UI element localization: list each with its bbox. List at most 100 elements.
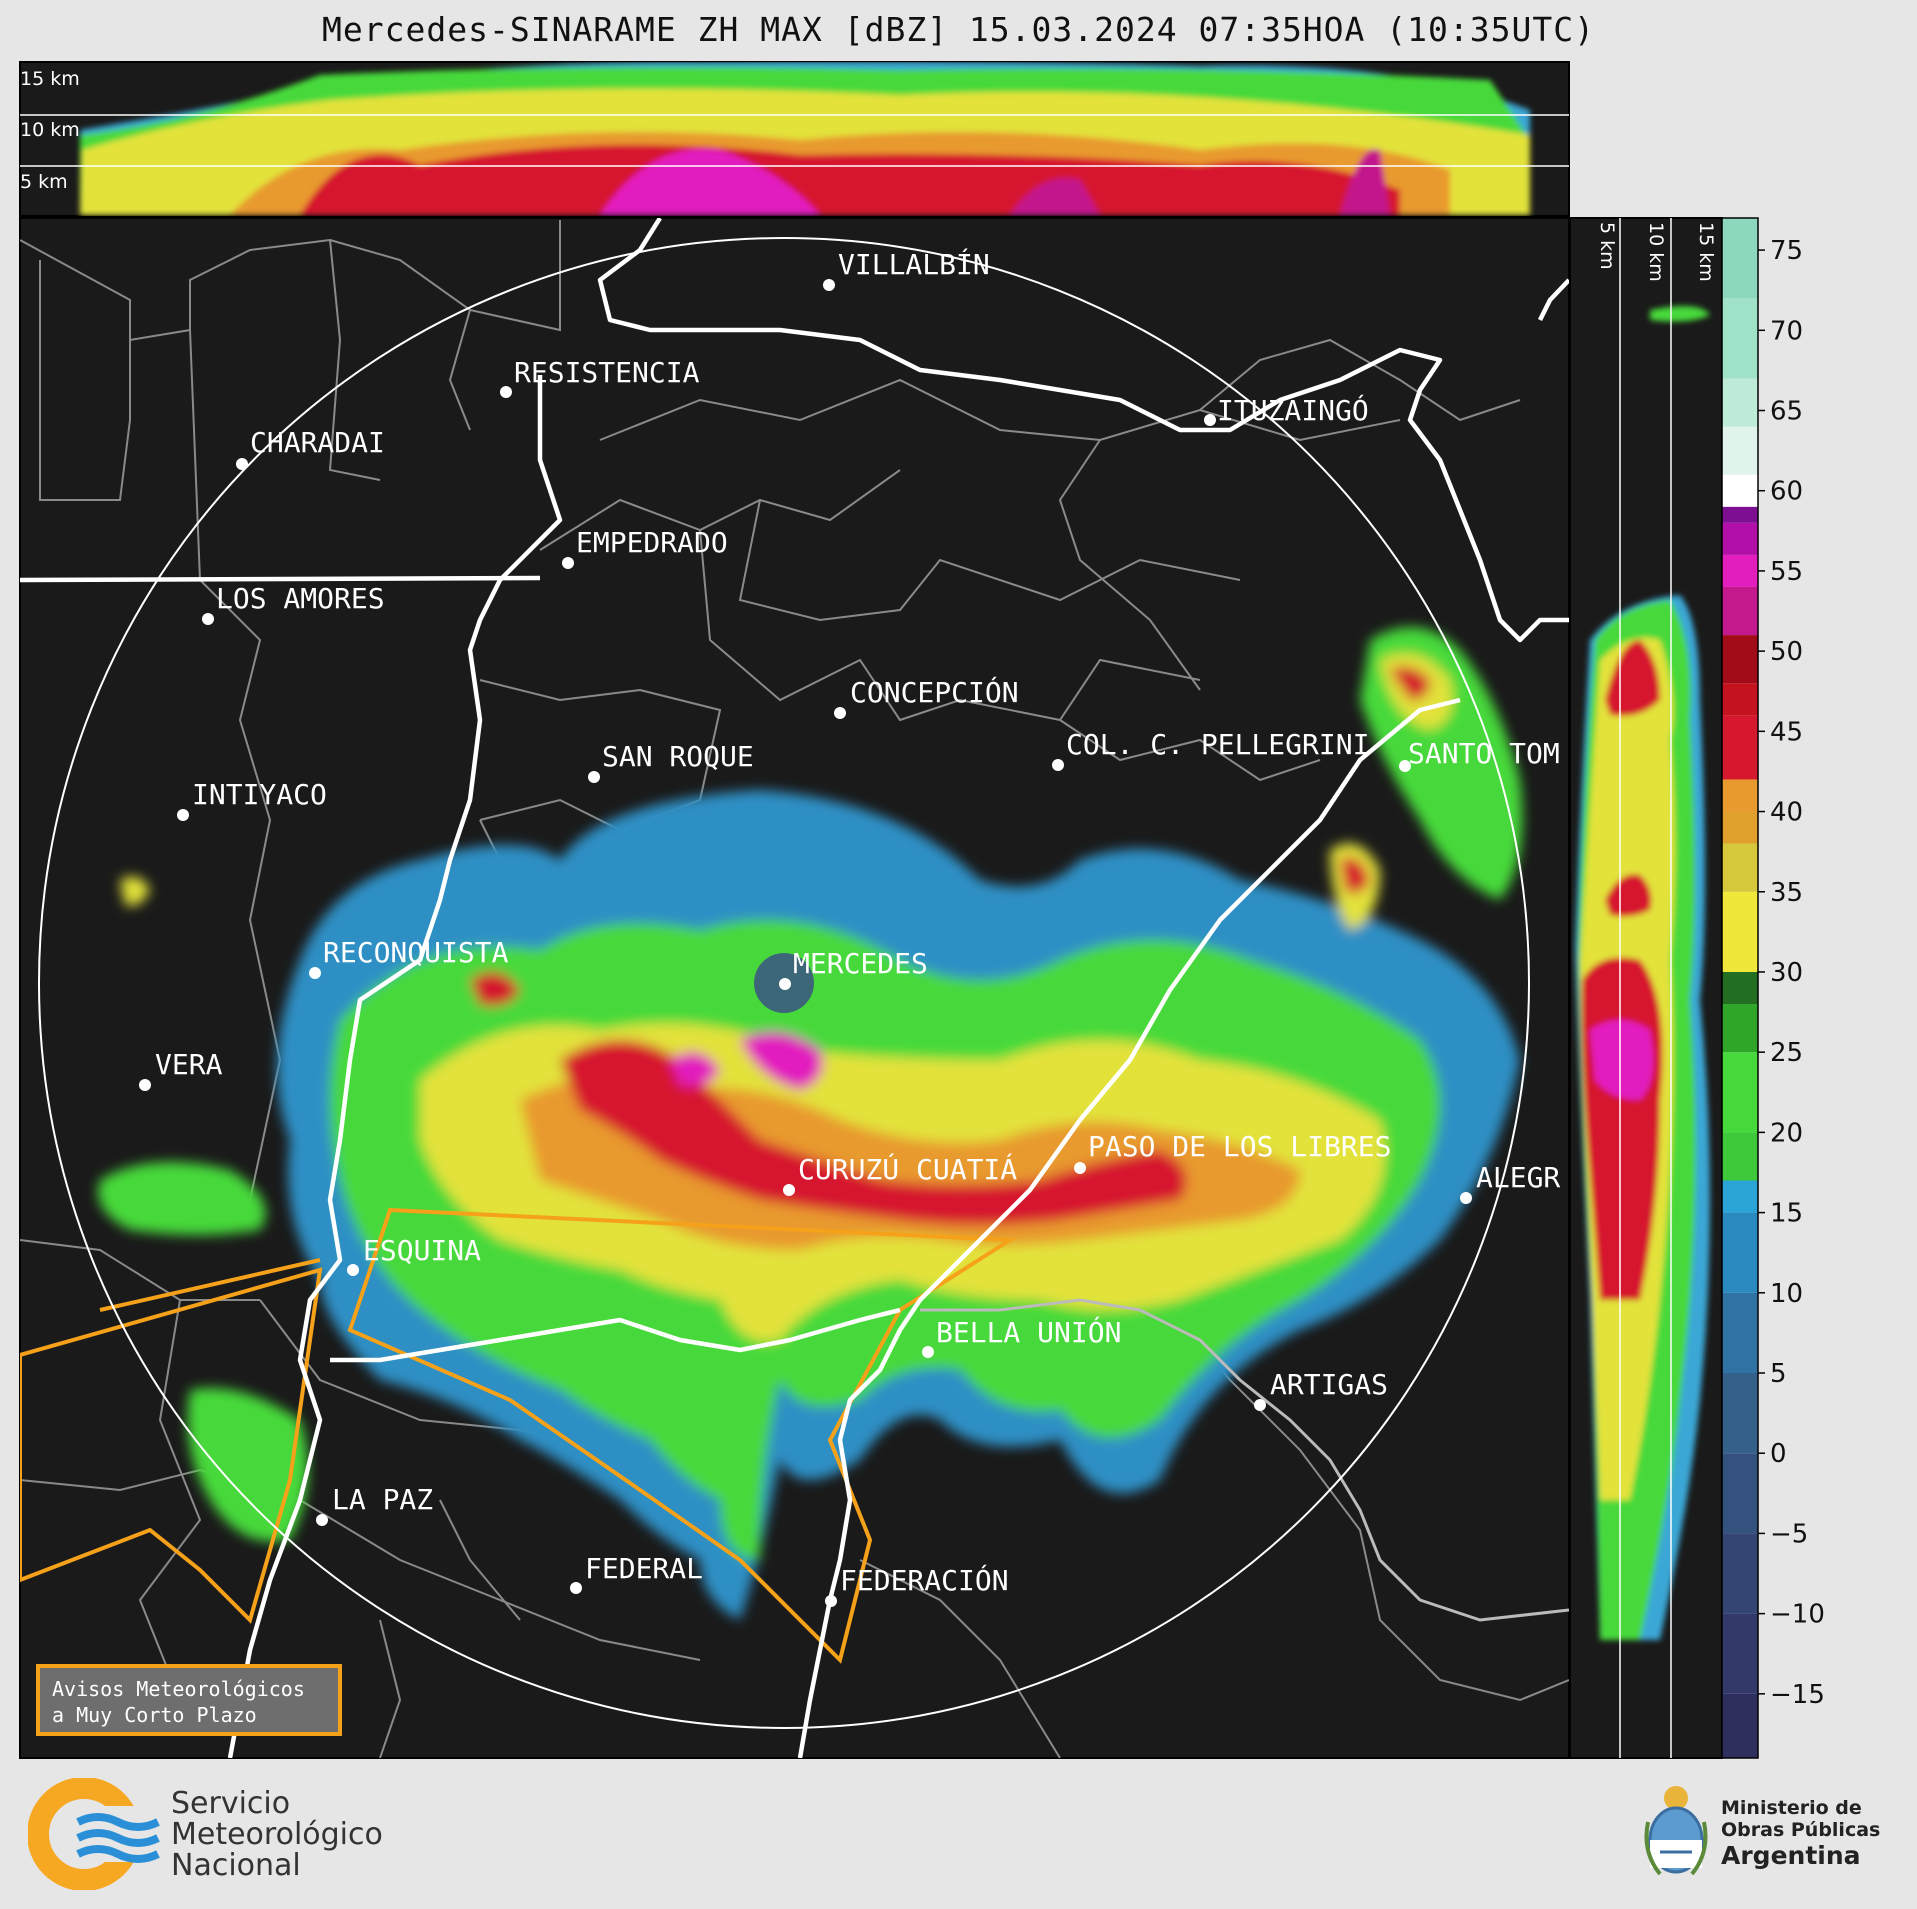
- colorbar-band: [1722, 1533, 1758, 1614]
- colorbar-band: [1722, 1373, 1758, 1454]
- warnings-legend-box: Avisos Meteorológicos a Muy Corto Plazo: [36, 1664, 342, 1736]
- colorbar-band: [1722, 554, 1758, 587]
- colorbar-band: [1722, 1613, 1758, 1694]
- city-label: FEDERAL: [585, 1552, 703, 1585]
- city-charadai: CHARADAI: [236, 426, 385, 470]
- range-ring: [38, 237, 1530, 1729]
- city-label: COL. C. PELLEGRINI: [1066, 728, 1369, 761]
- ministry-name: Ministerio de Obras Públicas Argentina: [1721, 1797, 1880, 1871]
- side-section-panel: 5 km 10 km 15 km: [1569, 217, 1723, 1759]
- city-label: ITUZAINGÓ: [1217, 393, 1369, 427]
- colorbar-band: [1722, 426, 1758, 475]
- city-label: RESISTENCIA: [514, 356, 700, 389]
- colorbar-tick-label: 0: [1770, 1439, 1787, 1469]
- city-label: RECONQUISTA: [323, 936, 509, 969]
- city-label: ESQUINA: [363, 1234, 481, 1267]
- top-height-label-15: 15 km: [20, 68, 80, 90]
- city-villalbin: VILLALBÍN: [823, 247, 990, 291]
- colorbar-tick-label: 75: [1770, 236, 1803, 266]
- radar-echoes: [98, 627, 1523, 1620]
- colorbar-band: [1722, 218, 1758, 299]
- colorbar-band: [1722, 1132, 1758, 1181]
- smn-line-2: Meteorológico: [171, 1817, 383, 1852]
- colorbar-band: [1722, 1693, 1758, 1758]
- city-san-roque: SAN ROQUE: [588, 740, 754, 783]
- side-height-label-10: 10 km: [1645, 222, 1667, 282]
- top-height-label-5: 5 km: [20, 171, 68, 193]
- city-bella-union: BELLA UNIÓN: [922, 1315, 1121, 1358]
- colorbar-tick-label: −10: [1770, 1600, 1825, 1630]
- city-label: PASO DE LOS LIBRES: [1088, 1130, 1391, 1163]
- city-col-pellegrini: COL. C. PELLEGRINI: [1052, 728, 1369, 771]
- city-label: LOS AMORES: [216, 582, 385, 615]
- city-label: ALEGR: [1476, 1161, 1560, 1194]
- colorbar-band: [1722, 635, 1758, 684]
- city-empedrado: EMPEDRADO: [562, 526, 728, 569]
- legend-line-2: a Muy Corto Plazo: [52, 1703, 257, 1727]
- colorbar-tick-label: 30: [1770, 958, 1803, 988]
- colorbar-tick-label: 45: [1770, 717, 1803, 747]
- warning-polygons: [20, 1207, 1017, 1664]
- city-artigas: ARTIGAS: [1254, 1368, 1388, 1411]
- rivers: [20, 218, 1569, 1758]
- colorbar-tick-label: 40: [1770, 798, 1803, 828]
- city-federal: FEDERAL: [570, 1552, 703, 1594]
- colorbar-band: [1722, 522, 1758, 555]
- city-label: VILLALBÍN: [838, 247, 990, 281]
- colorbar-band: [1722, 811, 1758, 844]
- city-paso-de-los-libres: PASO DE LOS LIBRES: [1074, 1130, 1391, 1174]
- colorbar-tick-label: 15: [1770, 1199, 1803, 1229]
- colorbar-tick-label: 60: [1770, 477, 1803, 507]
- colorbar-band: [1722, 1453, 1758, 1534]
- legend-line-1: Avisos Meteorológicos: [52, 1677, 305, 1701]
- city-label: MERCEDES: [793, 947, 928, 980]
- city-label: BELLA UNIÓN: [936, 1315, 1121, 1349]
- city-label: FEDERACIÓN: [840, 1563, 1009, 1597]
- city-los-amores: LOS AMORES: [202, 582, 385, 625]
- city-label: LA PAZ: [332, 1483, 433, 1516]
- city-esquina: ESQUINA: [347, 1234, 481, 1276]
- ministry-line-1: Ministerio de: [1721, 1797, 1862, 1819]
- colorbar-tick-label: 10: [1770, 1279, 1803, 1309]
- colorbar-bands: [1722, 218, 1758, 1758]
- city-concepcion: CONCEPCIÓN: [834, 675, 1019, 719]
- colorbar-band: [1722, 779, 1758, 812]
- ministry-line-2: Obras Públicas: [1721, 1819, 1881, 1841]
- colorbar-band: [1722, 1212, 1758, 1293]
- colorbar-tick-label: −15: [1770, 1680, 1825, 1710]
- colorbar-band: [1722, 1004, 1758, 1053]
- city-curuzu-cuatia: CURUZÚ CUATIÁ: [783, 1152, 1017, 1196]
- city-intiyaco: INTIYACO: [177, 778, 327, 821]
- city-label: VERA: [155, 1048, 223, 1081]
- smn-line-1: Servicio: [171, 1786, 291, 1821]
- top-section-panel: 15 km 10 km 5 km: [19, 61, 1570, 217]
- city-label: ARTIGAS: [1270, 1368, 1388, 1401]
- colorbar-band: [1722, 891, 1758, 972]
- colorbar-band: [1722, 683, 1758, 716]
- smn-logo-icon: [28, 1778, 168, 1890]
- city-label: SANTO TOM: [1408, 737, 1560, 770]
- city-label: INTIYACO: [192, 778, 327, 811]
- colorbar-band: [1722, 1292, 1758, 1373]
- colorbar-band: [1722, 1180, 1758, 1213]
- city-santo-tome: SANTO TOM: [1399, 737, 1560, 772]
- map-title: Mercedes-SINARAME ZH MAX [dBZ] 15.03.202…: [322, 10, 1595, 49]
- colorbar-tick-label: 25: [1770, 1038, 1803, 1068]
- city-vera: VERA: [139, 1048, 223, 1091]
- side-height-label-5: 5 km: [1596, 222, 1618, 270]
- side-height-label-15: 15 km: [1695, 222, 1717, 282]
- colorbar-tick-label: 50: [1770, 637, 1803, 667]
- colorbar-band: [1722, 298, 1758, 379]
- smn-line-3: Nacional: [171, 1848, 301, 1883]
- colorbar-band: [1722, 474, 1758, 507]
- city-mercedes: MERCEDES: [779, 947, 928, 990]
- city-la-paz: LA PAZ: [316, 1483, 433, 1526]
- colorbar-tick-label: 35: [1770, 878, 1803, 908]
- city-alegrete: ALEGR: [1460, 1161, 1560, 1204]
- colorbar-band: [1722, 715, 1758, 780]
- city-federacion: FEDERACIÓN: [825, 1563, 1009, 1607]
- city-markers: VILLALBÍN RESISTENCIA CHARADAI ITUZAINGÓ…: [139, 247, 1560, 1607]
